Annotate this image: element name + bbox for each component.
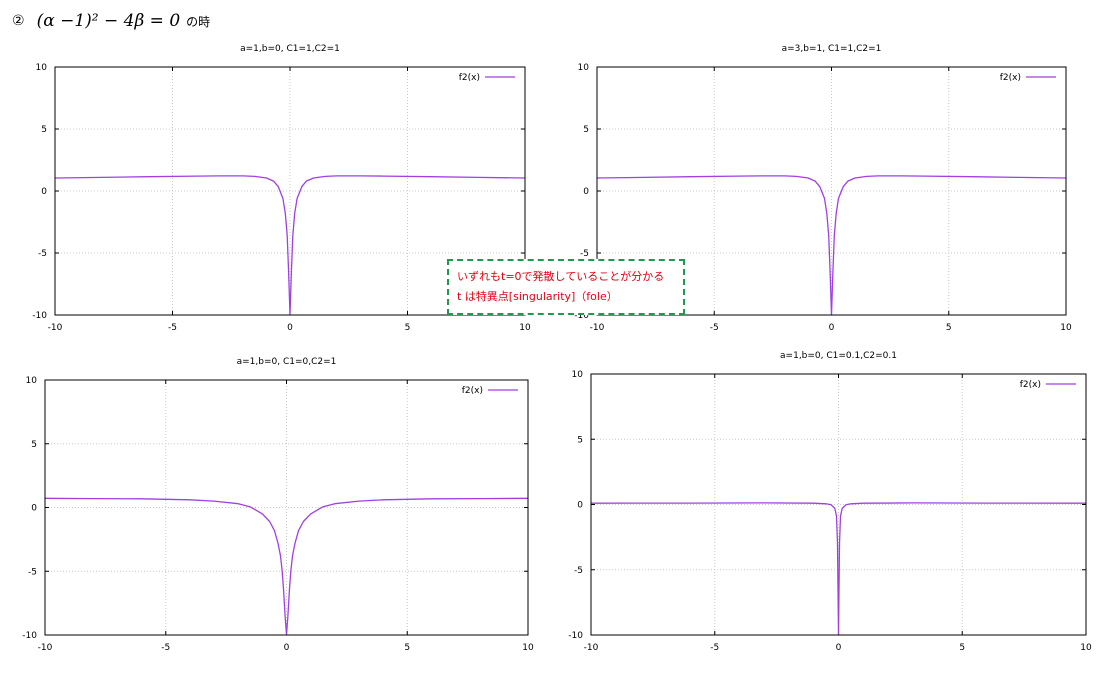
- plot-frame: [590, 373, 1087, 636]
- chart-panel-4: a=1,b=0, C1=0.1,C2=0.1 -10 -5 0 5 10 -10 -5 0 5 10…: [568, 351, 1092, 653]
- legend-label: f2(x): [459, 73, 480, 83]
- y-tick-label: 10: [26, 376, 38, 386]
- x-tick-label: -10: [590, 323, 605, 333]
- x-tick-label: 0: [836, 643, 842, 653]
- legend-label: f2(x): [1020, 380, 1041, 390]
- heading-suffix: の時: [186, 14, 211, 29]
- y-tick-label: -10: [574, 311, 589, 321]
- plot-frame: [44, 379, 529, 636]
- y-tick-label: 5: [577, 435, 583, 445]
- annotation-line-1: いずれもt=0で発散していることが分かる: [457, 270, 665, 283]
- x-tick-label: 10: [1060, 323, 1072, 333]
- y-tick-label: 10: [578, 63, 590, 73]
- x-tick-label: 10: [519, 323, 531, 333]
- chart-panel-2: a=3,b=1, C1=1,C2=1 -10 -5 0 5 10 -10 -5 0 5 10 f2(x…: [574, 44, 1072, 333]
- chart-title: a=1,b=0, C1=1,C2=1: [240, 44, 340, 54]
- annotation-line-2: t は特異点[singularity]（fole）: [457, 290, 618, 303]
- section-number: ②: [12, 13, 25, 29]
- x-tick-label: 5: [405, 323, 411, 333]
- y-tick-label: -10: [32, 311, 47, 321]
- chart-title: a=3,b=1, C1=1,C2=1: [782, 44, 882, 54]
- y-tick-label: 0: [577, 501, 583, 511]
- x-tick-label: 10: [522, 643, 534, 653]
- y-tick-label: 10: [36, 63, 48, 73]
- y-tick-label: -10: [568, 631, 583, 641]
- series-line: [590, 502, 1087, 636]
- y-tick-label: -10: [22, 631, 37, 641]
- x-tick-label: -10: [48, 323, 63, 333]
- x-tick-label: -5: [161, 643, 170, 653]
- y-tick-label: -5: [38, 249, 47, 259]
- legend-label: f2(x): [1000, 73, 1021, 83]
- y-tick-label: 0: [41, 187, 47, 197]
- chart-title: a=1,b=0, C1=0,C2=1: [237, 357, 337, 367]
- x-tick-label: -10: [38, 643, 53, 653]
- annotation-box: いずれもt=0で発散していることが分かる t は特異点[singularity]…: [447, 259, 685, 315]
- plot-frame: [596, 66, 1067, 316]
- legend-label: f2(x): [462, 386, 483, 396]
- x-tick-label: -5: [710, 643, 719, 653]
- x-tick-label: -5: [710, 323, 719, 333]
- y-tick-label: 10: [572, 370, 584, 380]
- y-tick-label: -5: [580, 249, 589, 259]
- chart-panel-1: a=1,b=0, C1=1,C2=1 -10 -5 0 5 10 -10 -5 0 5 10 f2(x…: [32, 44, 531, 333]
- section-heading: ② (α −1)² − 4β = 0 の時: [12, 8, 210, 34]
- y-tick-label: 0: [31, 504, 37, 514]
- y-tick-label: 5: [583, 125, 589, 135]
- x-tick-label: 0: [287, 323, 293, 333]
- plot-frame: [54, 66, 526, 316]
- x-tick-label: 5: [946, 323, 952, 333]
- x-tick-label: 10: [1080, 643, 1092, 653]
- y-tick-label: 5: [41, 125, 47, 135]
- x-tick-label: 0: [284, 643, 290, 653]
- y-tick-label: -5: [28, 567, 37, 577]
- chart-panel-3: a=1,b=0, C1=0,C2=1 -10 -5 0 5 10 -10 -5 0 5 10 f2(x…: [22, 357, 534, 653]
- y-tick-label: 5: [31, 440, 37, 450]
- x-tick-label: 5: [959, 643, 965, 653]
- x-tick-label: -10: [584, 643, 599, 653]
- x-tick-label: 0: [829, 323, 835, 333]
- condition-formula: (α −1)² − 4β = 0: [36, 11, 181, 31]
- y-tick-label: -5: [574, 566, 583, 576]
- x-tick-label: 5: [404, 643, 410, 653]
- y-tick-label: 0: [583, 187, 589, 197]
- chart-title: a=1,b=0, C1=0.1,C2=0.1: [780, 351, 897, 361]
- x-tick-label: -5: [168, 323, 177, 333]
